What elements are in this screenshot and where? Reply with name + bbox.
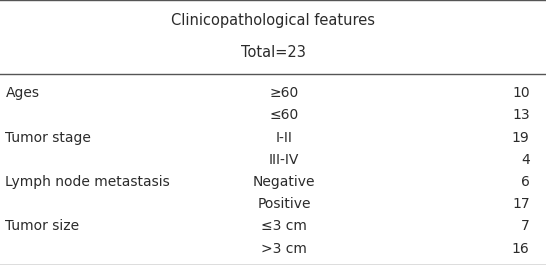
- Text: III-IV: III-IV: [269, 153, 299, 167]
- Text: I-II: I-II: [276, 131, 292, 145]
- Text: 16: 16: [512, 242, 530, 256]
- Text: ≤60: ≤60: [269, 108, 299, 122]
- Text: 17: 17: [512, 197, 530, 211]
- Text: Ages: Ages: [5, 86, 39, 100]
- Text: Lymph node metastasis: Lymph node metastasis: [5, 175, 170, 189]
- Text: Clinicopathological features: Clinicopathological features: [171, 13, 375, 28]
- Text: 7: 7: [521, 219, 530, 233]
- Text: >3 cm: >3 cm: [261, 242, 307, 256]
- Text: ≤3 cm: ≤3 cm: [261, 219, 307, 233]
- Text: Tumor stage: Tumor stage: [5, 131, 91, 145]
- Text: 10: 10: [512, 86, 530, 100]
- Text: 19: 19: [512, 131, 530, 145]
- Text: ≥60: ≥60: [269, 86, 299, 100]
- Text: Total=23: Total=23: [241, 45, 305, 60]
- Text: Negative: Negative: [253, 175, 315, 189]
- Text: Tumor size: Tumor size: [5, 219, 80, 233]
- Text: 13: 13: [512, 108, 530, 122]
- Text: Positive: Positive: [257, 197, 311, 211]
- Text: 4: 4: [521, 153, 530, 167]
- Text: 6: 6: [521, 175, 530, 189]
